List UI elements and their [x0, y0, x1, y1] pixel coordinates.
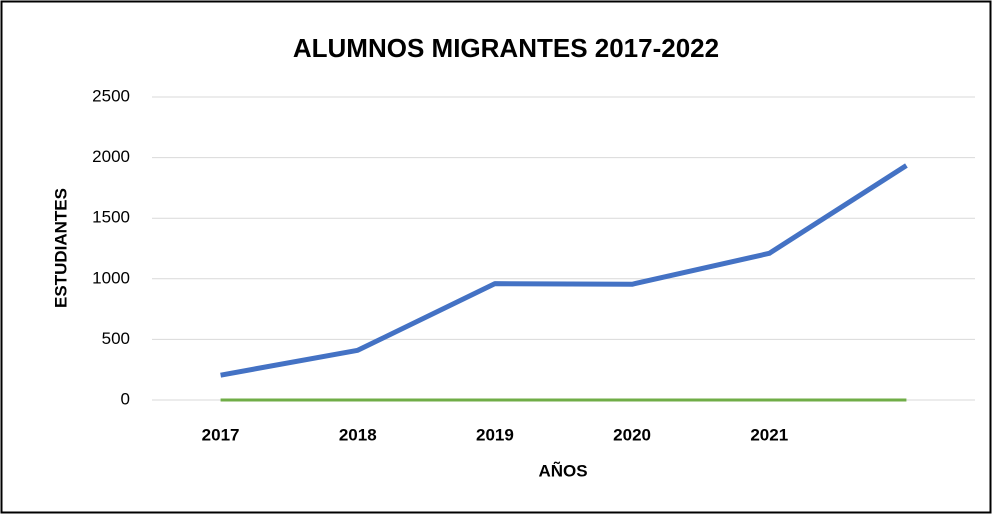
y-axis-label: ESTUDIANTES	[51, 188, 70, 308]
series-line	[220, 163, 908, 378]
y-tick-label: 2000	[92, 147, 130, 166]
x-tick-label: 2019	[476, 425, 514, 444]
y-tick-label: 1500	[92, 208, 130, 227]
y-tick-label: 2500	[92, 86, 130, 105]
chart-title: ALUMNOS MIGRANTES 2017-2022	[293, 33, 719, 63]
y-tick-label: 1000	[92, 268, 130, 287]
x-tick-label: 2020	[613, 425, 651, 444]
x-axis-label: AÑOS	[538, 460, 587, 480]
y-tick-label: 500	[102, 329, 130, 348]
x-tick-label: 2021	[750, 425, 788, 444]
x-tick-label: 2018	[339, 425, 377, 444]
y-tick-label: 0	[121, 389, 130, 408]
x-tick-label: 2017	[202, 425, 240, 444]
